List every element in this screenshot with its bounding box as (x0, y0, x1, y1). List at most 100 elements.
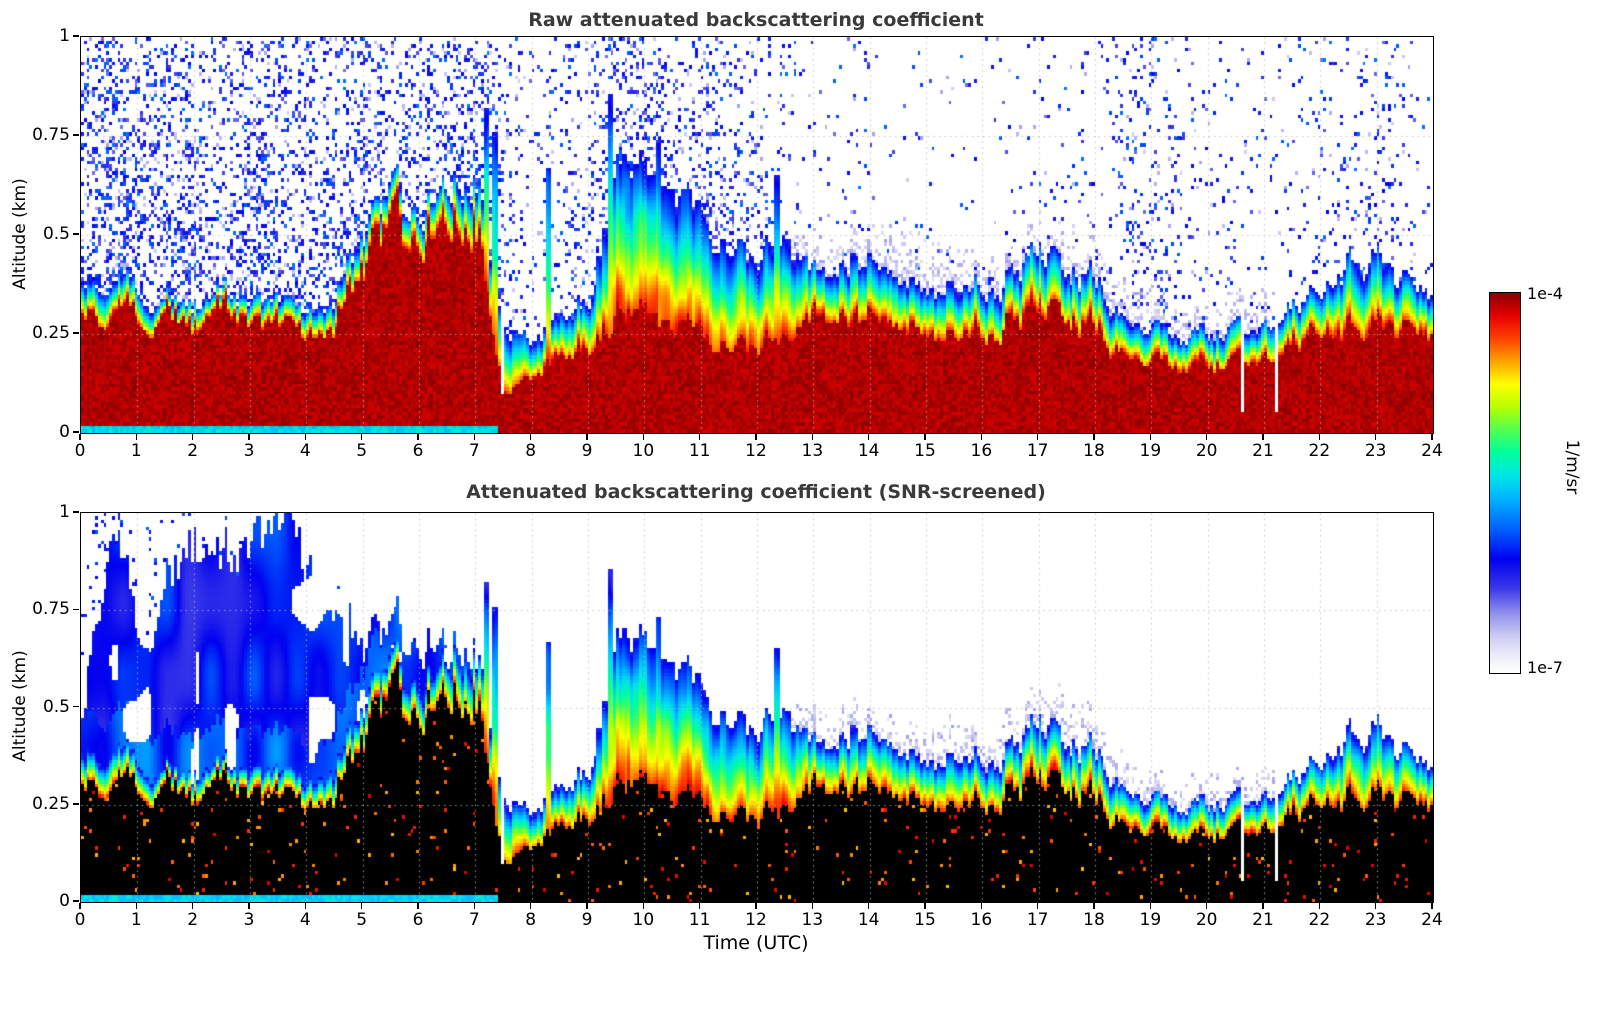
y-tick-label: 1 (59, 26, 70, 46)
x-tick-mark (135, 433, 138, 440)
x-tick-label: 8 (525, 441, 537, 461)
x-tick-label: 13 (801, 441, 824, 461)
x-tick-mark (473, 902, 476, 909)
y-tick-mark (72, 511, 79, 513)
x-tick-mark (417, 902, 419, 909)
x-tick-label: 15 (914, 441, 936, 461)
x-tick-label: 12 (745, 441, 767, 461)
x-tick-label: 6 (412, 441, 424, 461)
x-tick-label: 21 (1252, 910, 1274, 930)
x-tick-label: 20 (1195, 441, 1218, 461)
x-tick-label: 19 (1139, 910, 1162, 930)
x-tick-label: 10 (632, 441, 655, 461)
x-tick-label: 7 (468, 441, 480, 461)
x-tick-mark (360, 902, 363, 909)
x-tick-label: 11 (688, 441, 711, 461)
x-tick-label: 17 (1026, 910, 1049, 930)
x-tick-label: 4 (299, 441, 311, 461)
x-tick-mark (304, 433, 307, 440)
x-tick-mark (1205, 902, 1208, 909)
x-tick-mark (79, 433, 81, 440)
x-tick-mark (1093, 433, 1095, 440)
panel2-title: Attenuated backscattering coefficient (S… (466, 481, 1046, 503)
x-tick-label: 19 (1139, 441, 1162, 461)
x-tick-label: 3 (243, 910, 255, 930)
x-tick-mark (1036, 433, 1039, 440)
x-tick-mark (698, 433, 701, 440)
x-tick-mark (529, 433, 532, 440)
x-tick-label: 9 (581, 910, 593, 930)
x-tick-label: 16 (970, 441, 993, 461)
x-tick-label: 6 (412, 910, 424, 930)
y-tick-label: 0.25 (32, 793, 70, 814)
y-tick-mark (72, 705, 79, 708)
x-tick-mark (1036, 902, 1039, 909)
x-tick-label: 0 (74, 910, 86, 930)
x-tick-mark (191, 902, 194, 909)
x-tick-label: 21 (1252, 441, 1274, 461)
panel1-title: Raw attenuated backscattering coefficien… (528, 9, 984, 31)
colorbar-max-label: 1e-4 (1527, 284, 1563, 303)
x-tick-label: 2 (187, 910, 199, 930)
x-tick-label: 5 (356, 441, 368, 461)
x-tick-mark (529, 902, 532, 909)
y-tick-label: 0.25 (32, 323, 70, 343)
x-tick-mark (586, 902, 588, 909)
x-tick-label: 18 (1083, 441, 1105, 461)
x-tick-mark (360, 433, 363, 440)
y-tick-mark (72, 332, 79, 334)
y-tick-mark (72, 233, 79, 235)
x-tick-mark (642, 433, 645, 440)
panel2-plot (80, 512, 1434, 903)
x-tick-label: 11 (688, 910, 711, 930)
x-tick-mark (1262, 433, 1264, 440)
x-tick-mark (473, 433, 476, 440)
x-tick-mark (1093, 902, 1095, 909)
x-tick-label: 20 (1195, 910, 1218, 930)
x-tick-mark (755, 433, 757, 440)
x-tick-mark (867, 902, 870, 909)
x-tick-mark (1374, 902, 1377, 909)
x-tick-label: 0 (74, 441, 86, 461)
x-tick-label: 14 (857, 441, 880, 461)
x-tick-mark (248, 433, 250, 440)
x-tick-label: 1 (130, 910, 142, 930)
x-tick-mark (867, 433, 870, 440)
y-tick-mark (72, 803, 79, 805)
x-tick-label: 24 (1421, 910, 1443, 930)
x-tick-mark (924, 902, 926, 909)
panel2-heatmap-canvas (81, 513, 1433, 902)
x-tick-label: 23 (1364, 441, 1387, 461)
y-tick-mark (72, 900, 79, 902)
x-tick-label: 10 (632, 910, 655, 930)
x-tick-mark (1318, 902, 1321, 909)
x-tick-mark (1374, 433, 1377, 440)
panel1-heatmap-canvas (81, 37, 1433, 433)
x-axis-label: Time (UTC) (703, 932, 809, 954)
x-tick-label: 9 (581, 441, 593, 461)
x-tick-mark (698, 902, 701, 909)
y-tick-label: 0.5 (42, 224, 70, 244)
x-tick-label: 23 (1364, 910, 1387, 930)
x-tick-mark (924, 433, 926, 440)
y-tick-mark (72, 35, 79, 37)
x-tick-label: 7 (468, 910, 480, 930)
x-tick-mark (79, 902, 81, 909)
x-tick-mark (417, 433, 419, 440)
x-tick-label: 2 (187, 441, 199, 461)
x-tick-label: 14 (857, 910, 880, 930)
x-tick-label: 13 (801, 910, 824, 930)
x-tick-label: 3 (243, 441, 255, 461)
y-tick-label: 0.75 (32, 599, 70, 620)
x-tick-mark (755, 902, 757, 909)
x-tick-label: 17 (1026, 441, 1049, 461)
y-tick-mark (72, 431, 79, 433)
x-tick-label: 5 (356, 910, 368, 930)
x-tick-mark (811, 433, 814, 440)
x-tick-label: 12 (745, 910, 767, 930)
x-tick-mark (304, 902, 307, 909)
x-tick-mark (1262, 902, 1264, 909)
x-tick-mark (248, 902, 250, 909)
x-tick-mark (1149, 902, 1152, 909)
